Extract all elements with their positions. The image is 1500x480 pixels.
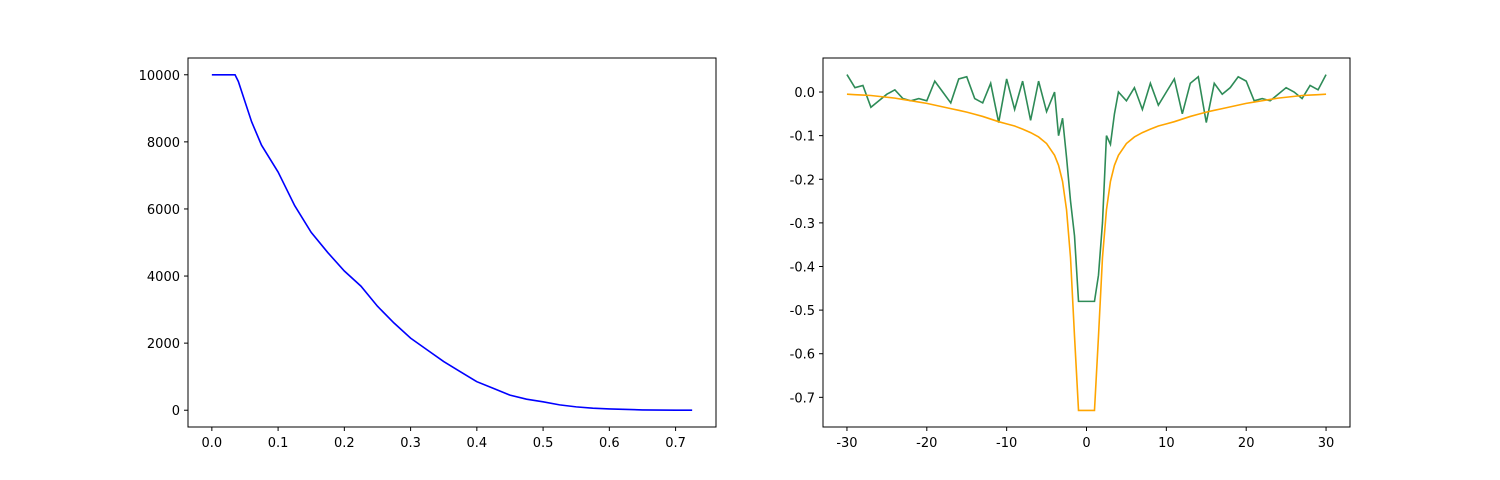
y-tick-label: -0.2 bbox=[790, 173, 815, 188]
x-tick-label: 0.3 bbox=[400, 436, 421, 451]
x-tick-label: 0.0 bbox=[202, 436, 223, 451]
y-tick-label: -0.6 bbox=[790, 348, 815, 363]
x-tick-label: 10 bbox=[1158, 436, 1175, 451]
x-tick-label: 0.2 bbox=[334, 436, 355, 451]
y-tick-label: 10000 bbox=[139, 69, 180, 84]
y-tick-label: -0.4 bbox=[790, 260, 815, 275]
y-tick-label: 0.0 bbox=[794, 86, 815, 101]
y-tick-label: -0.3 bbox=[790, 217, 815, 232]
data-line bbox=[846, 74, 1327, 303]
x-tick-label: 0.5 bbox=[533, 436, 554, 451]
x-tick-label: 0.4 bbox=[466, 436, 487, 451]
y-tick-label: 0 bbox=[172, 404, 180, 419]
x-tick-label: -10 bbox=[996, 436, 1017, 451]
axes-frame bbox=[822, 57, 1351, 428]
y-tick-label: -0.1 bbox=[790, 130, 815, 145]
x-tick-label: -30 bbox=[836, 436, 857, 451]
x-tick-label: 30 bbox=[1318, 436, 1335, 451]
x-tick-label: 0 bbox=[1082, 436, 1090, 451]
x-tick-label: 0.1 bbox=[268, 436, 289, 451]
y-tick-label: -0.5 bbox=[790, 304, 815, 319]
y-tick-label: 8000 bbox=[147, 136, 180, 151]
data-line bbox=[846, 93, 1327, 412]
x-tick-label: 20 bbox=[1238, 436, 1255, 451]
x-tick-label: 0.6 bbox=[599, 436, 620, 451]
y-tick-label: 2000 bbox=[147, 337, 180, 352]
x-tick-label: 0.7 bbox=[665, 436, 686, 451]
data-line bbox=[211, 73, 693, 412]
axes-frame bbox=[187, 57, 717, 428]
y-tick-label: 6000 bbox=[147, 203, 180, 218]
y-tick-label: -0.7 bbox=[790, 391, 815, 406]
x-tick-label: -20 bbox=[916, 436, 937, 451]
y-tick-label: 4000 bbox=[147, 270, 180, 285]
